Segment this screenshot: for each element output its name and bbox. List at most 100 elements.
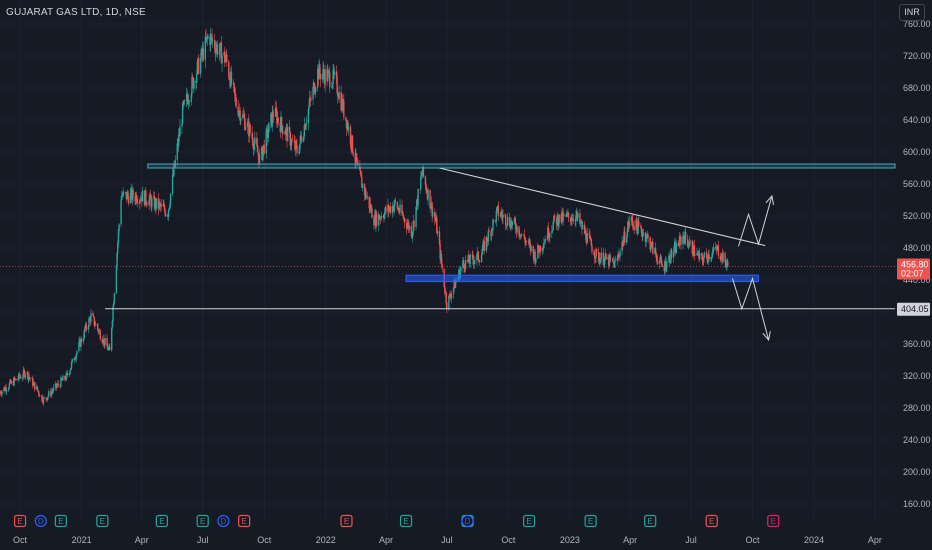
candle — [460, 267, 462, 271]
candle — [298, 144, 301, 153]
candle — [469, 254, 471, 264]
candle — [432, 211, 434, 216]
candle — [10, 380, 13, 384]
candle — [684, 231, 687, 239]
candle — [13, 377, 15, 386]
chart-title: GUJARAT GAS LTD, 1D, NSE — [6, 7, 146, 18]
candle — [572, 218, 574, 221]
candle — [650, 242, 653, 248]
candle — [618, 254, 620, 257]
time-axis[interactable]: Oct 2021 Apr Jul Oct 2022 Apr Jul Oct 2023 Apr Jul O… — [13, 535, 882, 545]
bearish-projection — [731, 276, 770, 341]
candle — [436, 217, 438, 234]
candle — [710, 257, 712, 260]
candle — [688, 241, 691, 246]
x-tick-label: 2023 — [560, 535, 580, 545]
candle — [660, 259, 663, 265]
candle — [190, 93, 193, 102]
candle — [118, 224, 120, 231]
bearish-projection-arrowhead — [762, 331, 771, 342]
candle — [463, 263, 465, 269]
candle — [88, 318, 90, 327]
candle — [680, 237, 682, 245]
x-tick-label: Oct — [257, 535, 272, 545]
candle — [242, 114, 245, 117]
candle — [646, 234, 648, 239]
candle — [351, 135, 354, 152]
candle — [506, 224, 508, 226]
candle — [331, 84, 334, 88]
candle — [655, 253, 657, 256]
candle — [52, 387, 55, 392]
candle — [295, 141, 298, 146]
candle — [642, 232, 645, 235]
candle — [403, 218, 406, 223]
candle — [666, 261, 668, 268]
candle — [678, 245, 680, 247]
drawings[interactable] — [0, 163, 896, 342]
candle — [488, 231, 490, 233]
candle — [502, 214, 504, 218]
currency-button[interactable]: INR — [899, 4, 925, 21]
candle — [507, 216, 509, 225]
candle — [291, 139, 294, 141]
candle — [439, 244, 441, 260]
candle — [45, 397, 47, 399]
candle — [579, 213, 581, 224]
candle — [551, 230, 554, 231]
candle — [0, 392, 2, 394]
y-tick-label: 720.00 — [903, 51, 931, 61]
candle — [60, 377, 62, 387]
candle — [117, 243, 119, 254]
candle — [145, 190, 147, 203]
candle — [524, 238, 526, 243]
candle — [28, 376, 31, 378]
candle — [68, 373, 71, 376]
candle — [411, 236, 413, 238]
candle — [237, 106, 239, 116]
candle — [207, 36, 209, 39]
candle — [654, 247, 657, 254]
candle — [186, 93, 188, 99]
candle — [5, 387, 7, 392]
candle — [511, 221, 514, 226]
candle — [462, 260, 465, 264]
earnings-marker — [96, 514, 109, 528]
candle — [658, 261, 661, 264]
candle — [677, 243, 679, 246]
candle — [327, 71, 329, 82]
candle — [375, 212, 378, 226]
candle — [476, 253, 478, 261]
candle — [43, 397, 45, 399]
candle — [371, 207, 373, 219]
candle — [328, 71, 330, 73]
candle — [256, 137, 258, 146]
price-axis[interactable]: 760.00 720.00 680.00 640.00 600.00 560.00 520.… — [897, 19, 931, 509]
candle — [319, 73, 322, 80]
candle — [438, 231, 441, 245]
candle — [281, 125, 283, 134]
support-zone — [405, 274, 760, 283]
earnings-marker — [584, 514, 597, 528]
candle — [148, 199, 150, 206]
candle — [352, 151, 354, 156]
candle — [444, 286, 446, 293]
event-markers[interactable]: EDEEEEDEEEEDEEEEE — [13, 514, 780, 528]
candle — [472, 254, 474, 260]
x-tick-label: Oct — [13, 535, 28, 545]
candle — [165, 214, 167, 216]
candle — [426, 190, 428, 193]
candle — [583, 224, 586, 234]
candle — [216, 44, 219, 55]
candle — [542, 247, 544, 249]
candle — [135, 194, 138, 203]
y-tick-label: 200.00 — [903, 467, 931, 477]
candle — [706, 254, 708, 260]
candle — [640, 225, 642, 228]
candle — [210, 34, 213, 36]
candle — [50, 391, 53, 396]
candle — [492, 219, 495, 221]
candle — [530, 246, 532, 251]
candle — [693, 245, 696, 256]
